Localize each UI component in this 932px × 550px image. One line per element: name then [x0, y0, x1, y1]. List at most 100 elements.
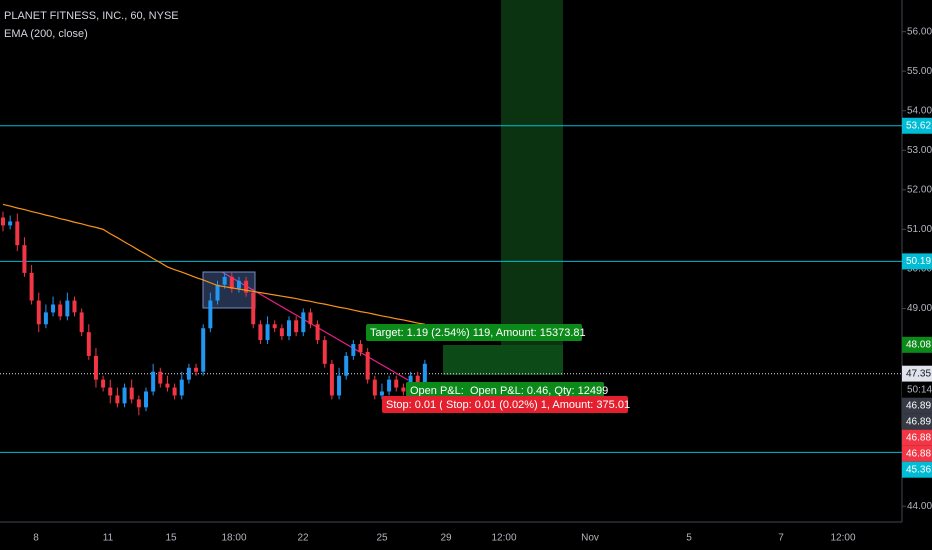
stop-label-box: [442, 396, 628, 413]
profit-zone: [443, 345, 563, 375]
candle-body: [115, 395, 120, 404]
candle-body: [1, 217, 5, 226]
candle-body: [101, 379, 106, 388]
candle-body: [387, 379, 392, 392]
price-marker-label: 46.88: [906, 432, 931, 443]
y-tick-label: 44.00: [907, 501, 932, 512]
x-tick-label: 15: [165, 533, 177, 544]
x-tick-label: 25: [376, 533, 388, 544]
candle-body: [158, 371, 163, 384]
candle-body: [108, 387, 113, 396]
candle-body: [351, 344, 356, 356]
candle-body: [358, 344, 363, 352]
candle-body: [315, 324, 320, 341]
price-marker: [902, 397, 932, 414]
candle-body: [86, 332, 91, 356]
candle-body: [65, 300, 70, 317]
candle-body: [22, 245, 27, 273]
candle-body: [79, 312, 84, 333]
candle-body: [422, 363, 427, 392]
y-tick-label: 52.00: [907, 184, 932, 195]
candle-body: [43, 312, 48, 325]
candle-body: [344, 355, 349, 376]
price-marker: [902, 117, 932, 134]
target-label: Target: 1.19 (2.54%) 119, Amount: 15373.…: [370, 327, 586, 339]
x-tick-label: 7: [778, 533, 784, 544]
x-tick-label: 22: [297, 533, 309, 544]
target-label-box: [366, 324, 582, 341]
candle-body: [172, 387, 177, 396]
candle-body: [93, 355, 98, 380]
x-tick-label: 12:00: [491, 533, 516, 544]
candle-body: [244, 280, 249, 293]
candle-body: [15, 221, 20, 246]
candle-body: [272, 324, 277, 329]
price-marker-label: 46.88: [906, 448, 931, 459]
pnl-hidden-label-box: [406, 382, 476, 399]
candle-body: [58, 304, 63, 317]
stop-label: Stop: 0.01 (0.02%) 1, Amount: 375.01: [446, 399, 630, 411]
candle-body: [372, 379, 377, 396]
stop-hidden-label-box: [382, 396, 452, 413]
candle-body: [151, 371, 156, 392]
candle-body: [258, 324, 263, 341]
price-marker: [902, 429, 932, 446]
candle-body: [201, 328, 206, 372]
price-marker: [902, 365, 932, 382]
candle-body: [215, 284, 220, 301]
candle-body: [36, 300, 41, 325]
candle-body: [222, 276, 227, 285]
candle-body: [308, 312, 313, 325]
price-marker-label: 46.89: [906, 416, 931, 427]
countdown-box: [902, 381, 932, 398]
candle-body: [129, 387, 134, 400]
countdown: 50:14: [907, 384, 932, 395]
y-tick-label: 53.00: [907, 145, 932, 156]
y-tick-label: 55.00: [907, 66, 932, 77]
x-tick-label: 5: [686, 533, 692, 544]
price-marker: [902, 445, 932, 462]
candle-body: [236, 280, 241, 289]
candle-body: [322, 340, 327, 364]
x-tick-label: 8: [33, 533, 39, 544]
candle-body: [279, 328, 284, 337]
candle-body: [8, 221, 13, 226]
candle-body: [251, 292, 256, 325]
candle-body: [208, 300, 213, 329]
candle-body: [287, 320, 291, 337]
x-tick-label: Nov: [581, 533, 599, 544]
price-marker: [902, 253, 932, 270]
price-marker: [902, 461, 932, 478]
candle-body: [229, 276, 234, 289]
candle-body: [329, 363, 334, 396]
price-marker-label: 45.36: [906, 464, 931, 475]
price-marker-label: 50.19: [906, 256, 931, 267]
ema-line: [2, 203, 425, 325]
symbol-title: PLANET FITNESS, INC., 60, NYSE: [4, 10, 179, 22]
candle-body: [51, 304, 56, 313]
pnl-label: Open P&L: 0.46, Qty: 12499: [470, 385, 608, 397]
price-marker-label: 47.35: [906, 368, 931, 379]
candle-body: [294, 320, 299, 333]
y-tick-label: 56.00: [907, 26, 932, 37]
candle-body: [179, 379, 184, 396]
y-tick-label: 49.00: [907, 303, 932, 314]
candle-body: [186, 367, 191, 380]
stop-hidden-label: Stop: 0.01 (: [386, 399, 443, 411]
candle-body: [301, 312, 306, 333]
price-marker-label: 53.62: [906, 120, 931, 131]
candle-body: [72, 300, 77, 313]
price-marker: [902, 336, 932, 353]
x-tick-label: 12:00: [830, 533, 855, 544]
price-marker: [902, 413, 932, 430]
candle-body: [337, 375, 342, 396]
candle-body: [29, 272, 34, 301]
candle-body: [401, 387, 406, 392]
indicator-label: EMA (200, close): [4, 28, 88, 40]
candle-body: [365, 351, 370, 380]
candle-body: [194, 367, 199, 372]
price-marker-label: 46.89: [906, 400, 931, 411]
x-tick-label: 18:00: [221, 533, 246, 544]
